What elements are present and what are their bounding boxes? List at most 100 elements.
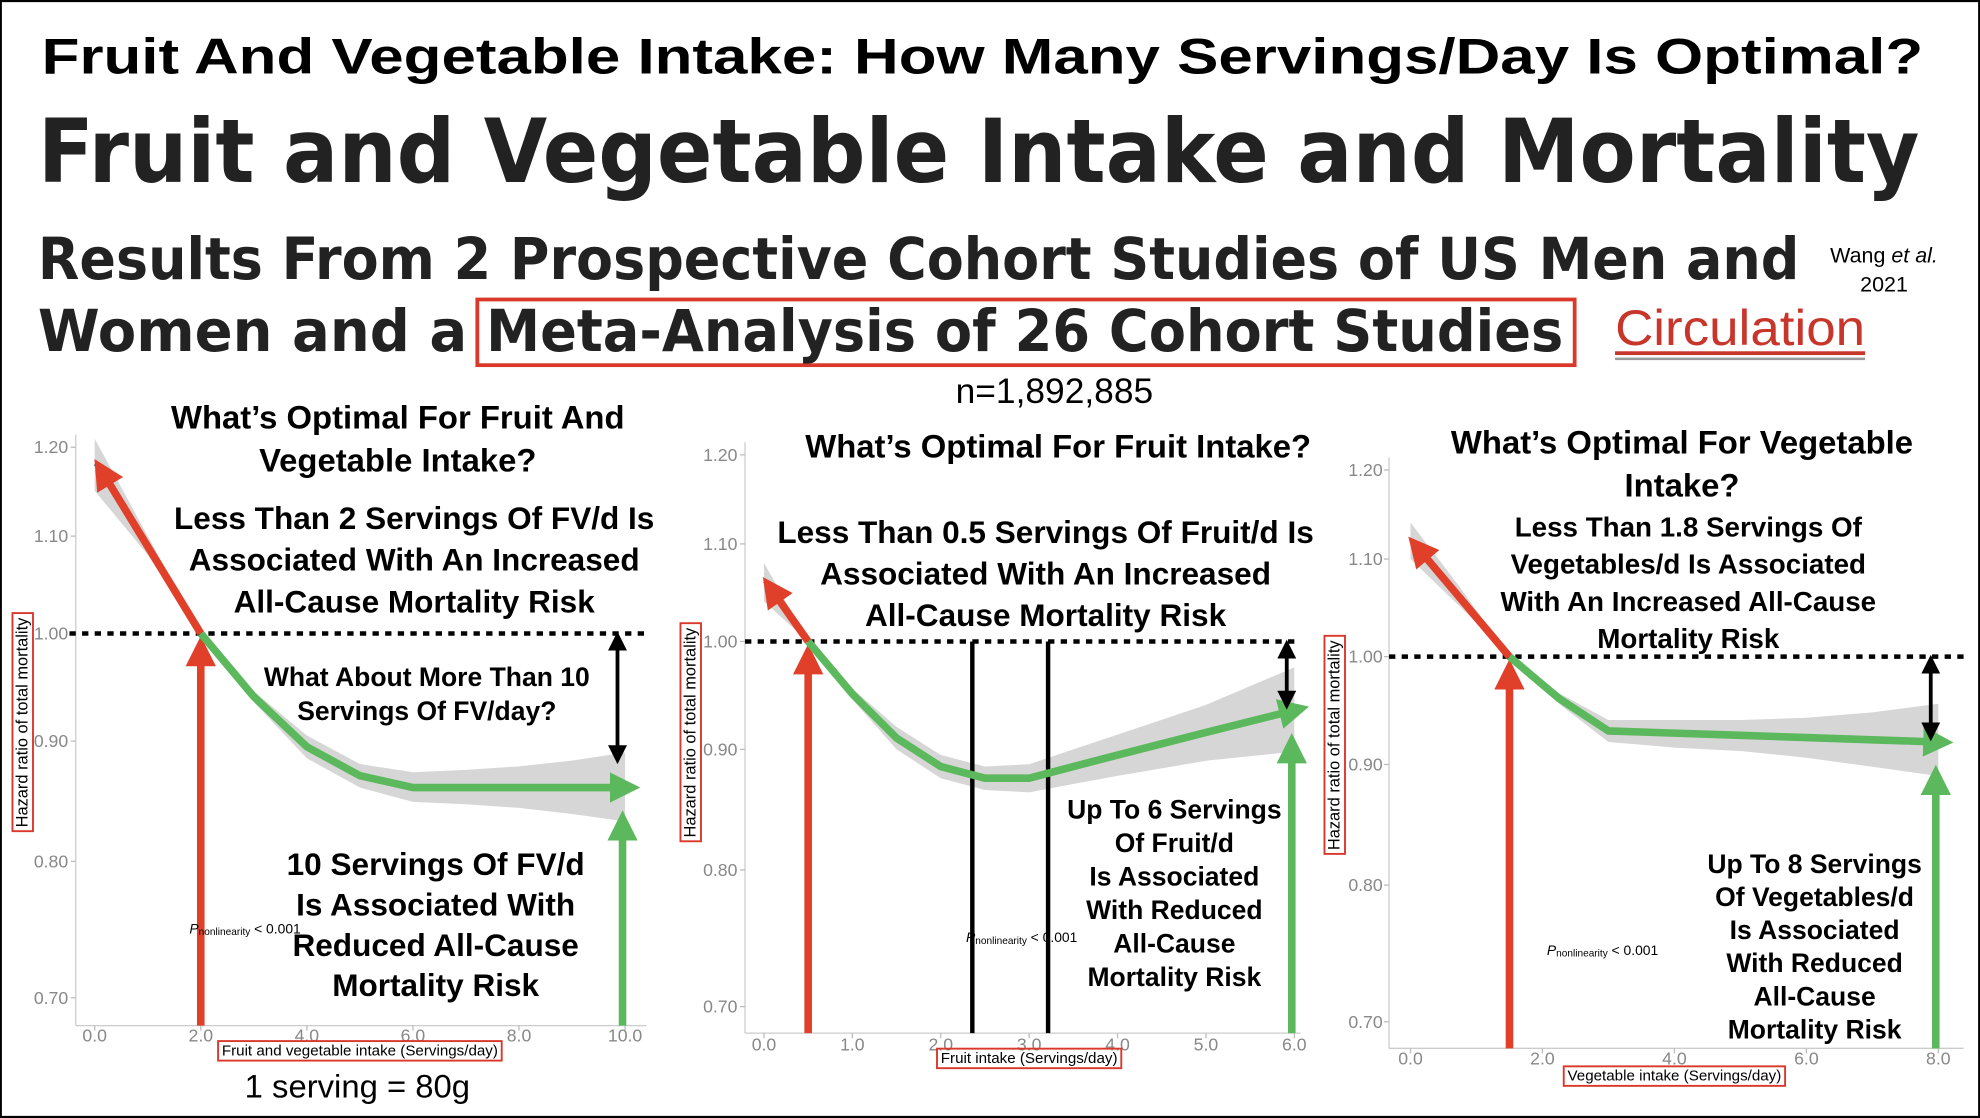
annotation: All-Cause Mortality Risk	[234, 583, 596, 619]
p-number: < 0.001	[1031, 929, 1078, 945]
annotation: All-Cause	[1113, 929, 1235, 959]
y-tick-label: 1.10	[1348, 549, 1383, 569]
p-value: Pnonlinearity < 0.001	[1547, 942, 1659, 959]
p-number: < 0.001	[1612, 942, 1659, 958]
annotation: Is Associated	[1089, 862, 1259, 892]
x-tick-label: 4.0	[1662, 1048, 1687, 1068]
sample-size: n=1,892,885	[956, 372, 1154, 411]
annotation: Mortality Risk	[1597, 623, 1780, 654]
annotation: With Reduced	[1086, 895, 1262, 925]
p-number: < 0.001	[254, 920, 301, 936]
annotation: Mortality Risk	[332, 967, 539, 1003]
p-sub: nonlinearity	[1556, 948, 1609, 959]
y-tick-label: 0.80	[1348, 875, 1383, 895]
author-suffix: et al.	[1891, 243, 1938, 267]
x-axis-label: Fruit and vegetable intake (Servings/day…	[222, 1042, 498, 1059]
chart-title: Intake?	[1625, 467, 1740, 504]
y-tick-label: 1.20	[703, 445, 738, 465]
p-value: Pnonlinearity < 0.001	[966, 929, 1078, 946]
chart-title: What’s Optimal For Fruit And	[171, 398, 625, 435]
green-arrow	[1507, 653, 1954, 757]
chart-title: Vegetable Intake?	[259, 441, 536, 478]
annotation: What About More Than 10	[264, 662, 590, 692]
red-arrow	[1408, 536, 1513, 660]
x-tick-label: 0.0	[82, 1026, 107, 1046]
chart-title: What’s Optimal For Vegetable	[1451, 424, 1913, 461]
y-tick-label: 0.90	[34, 731, 69, 751]
p-label: P	[966, 929, 976, 945]
y-tick-label: 1.00	[34, 623, 69, 643]
annotation: Up To 6 Servings	[1067, 795, 1282, 825]
citation: Wang et al.	[1830, 243, 1938, 267]
green-arrow	[805, 639, 1310, 782]
annotation: Up To 8 Servings	[1707, 849, 1922, 879]
y-tick-label: 0.70	[34, 988, 69, 1008]
p-value: Pnonlinearity < 0.001	[189, 920, 301, 937]
title: Fruit and Vegetable Intake and Mortality	[38, 100, 1920, 203]
x-label-box	[936, 1047, 1123, 1070]
x-label-box	[217, 1040, 503, 1062]
y-tick-label: 0.80	[34, 851, 69, 871]
annotation: Associated With An Increased	[189, 542, 640, 578]
highlight: Meta-Analysis of 26 Cohort Studies	[486, 297, 1563, 365]
x-tick-label: 6.0	[1794, 1048, 1819, 1068]
y-tick-label: 0.70	[703, 997, 738, 1017]
annotation: Is Associated With	[296, 886, 575, 922]
p-label: P	[189, 920, 199, 936]
y-tick-label: 1.20	[34, 437, 69, 457]
confidence-band	[1410, 522, 1939, 776]
annotation: Is Associated	[1730, 915, 1900, 945]
chart-title: What’s Optimal For Fruit Intake?	[805, 427, 1311, 464]
red-arrow	[762, 577, 812, 644]
y-tick-label: 1.00	[1348, 647, 1383, 667]
y-axis-label: Hazard ratio of total mortality	[14, 617, 32, 828]
y-tick-label: 0.90	[1348, 755, 1383, 775]
x-label-box	[1562, 1065, 1787, 1087]
p-sub: nonlinearity	[975, 935, 1028, 946]
y-tick-label: 0.80	[703, 860, 738, 880]
y-tick-label: 1.10	[703, 534, 738, 554]
journal-underline	[1615, 357, 1866, 361]
y-tick-label: 1.10	[34, 526, 69, 546]
annotation: Mortality Risk	[1728, 1014, 1902, 1044]
annotation: With An Increased All-Cause	[1500, 586, 1876, 617]
y-label-box	[679, 622, 702, 843]
annotation: 10 Servings Of FV/d	[287, 846, 585, 882]
subtitle: Results From 2 Prospective Cohort Studie…	[38, 225, 1800, 293]
x-tick-label: 10.0	[608, 1026, 643, 1046]
x-tick-label: 0.0	[1398, 1048, 1423, 1068]
annotation: All-Cause	[1753, 981, 1875, 1011]
journal-underline	[1615, 351, 1866, 356]
x-tick-label: 1.0	[840, 1035, 865, 1055]
annotation: Less Than 2 Servings Of FV/d Is	[174, 500, 654, 536]
annotation: Associated With An Increased	[820, 556, 1271, 592]
annotation: Of Vegetables/d	[1715, 882, 1914, 912]
y-tick-label: 1.20	[1348, 460, 1383, 480]
highlight-box	[475, 297, 1577, 368]
y-tick-label: 0.90	[703, 739, 738, 759]
confidence-band	[94, 438, 626, 822]
journal: Circulation	[1615, 299, 1865, 356]
annotation: Mortality Risk	[1087, 962, 1261, 992]
annotation: Less Than 1.8 Servings Of	[1515, 511, 1863, 542]
x-axis-label: Vegetable intake (Servings/day)	[1568, 1068, 1782, 1085]
y-label-box	[11, 612, 34, 833]
annotation: Servings Of FV/day?	[297, 696, 556, 726]
heading: Fruit And Vegetable Intake: How Many Ser…	[42, 27, 1924, 84]
y-tick-label: 0.70	[1348, 1012, 1383, 1032]
x-tick-label: 2.0	[1530, 1048, 1555, 1068]
red-arrow	[94, 459, 205, 636]
year: 2021	[1860, 272, 1908, 296]
green-arrow	[197, 631, 641, 803]
x-tick-label: 8.0	[1926, 1048, 1951, 1068]
annotation: Of Fruit/d	[1115, 828, 1234, 858]
footnote: 1 serving = 80g	[245, 1068, 470, 1105]
x-tick-label: 5.0	[1194, 1035, 1219, 1055]
x-axis-label: Fruit intake (Servings/day)	[941, 1050, 1118, 1067]
x-tick-label: 8.0	[507, 1026, 532, 1046]
annotation: Vegetables/d Is Associated	[1511, 549, 1866, 580]
annotation: Less Than 0.5 Servings Of Fruit/d Is	[777, 514, 1313, 550]
p-sub: nonlinearity	[199, 927, 252, 938]
y-axis-label: Hazard ratio of total mortality	[682, 627, 700, 838]
